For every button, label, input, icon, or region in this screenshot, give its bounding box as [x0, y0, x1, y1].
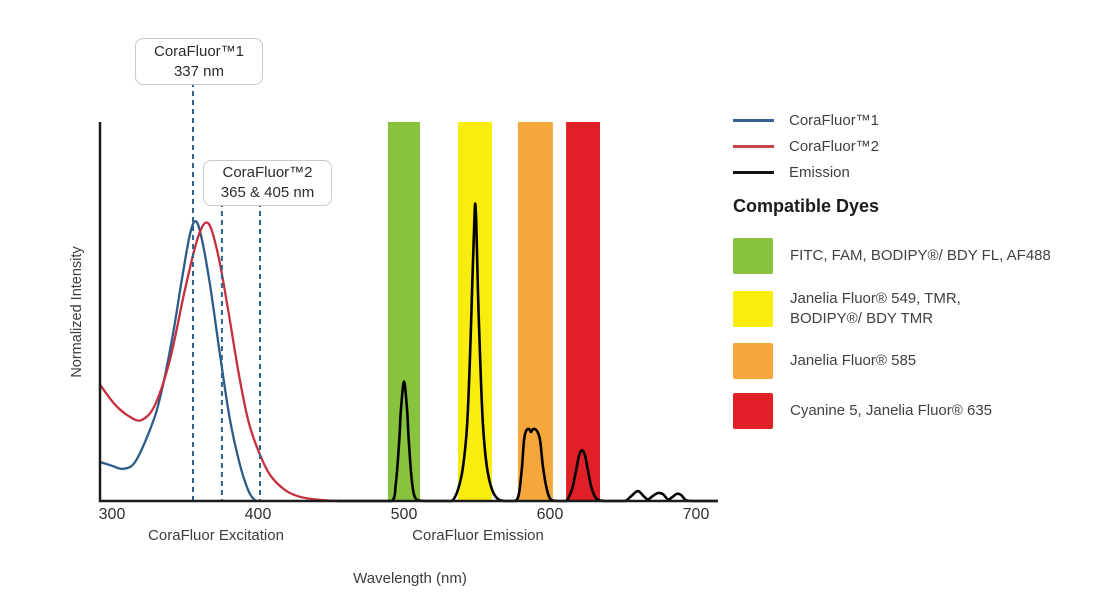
- excitation-region-label: CoraFluor Excitation: [148, 527, 284, 544]
- x-axis-label: Wavelength (nm): [353, 570, 467, 587]
- legend-label: CoraFluor™2: [789, 137, 880, 155]
- legend-item-corafluor1: CoraFluor™1: [733, 107, 879, 133]
- legend-label: CoraFluor™1: [789, 111, 880, 129]
- compatible-dyes-panel: Compatible Dyes FITC, FAM, BODIPY®/ BDY …: [733, 196, 1093, 429]
- dye-row-green: FITC, FAM, BODIPY®/ BDY FL, AF488: [733, 238, 1051, 274]
- dye-label: Janelia Fluor® 585: [790, 352, 917, 369]
- dye-band: [458, 122, 492, 501]
- dye-row-yellow: Janelia Fluor® 549, TMR, BODIPY®/ BDY TM…: [733, 289, 961, 329]
- chart-axes: [98, 122, 718, 503]
- dye-label: Cyanine 5, Janelia Fluor® 635: [790, 402, 993, 419]
- legend-item-emission: Emission: [733, 159, 879, 185]
- x-tick-label: 700: [682, 506, 710, 523]
- dye-label: FITC, FAM, BODIPY®/ BDY FL, AF488: [790, 247, 1051, 264]
- emission-line-swatch: [733, 170, 774, 174]
- annotation-corafluor1: CoraFluor™1 337 nm: [135, 38, 263, 85]
- x-tick-label: 600: [536, 506, 564, 523]
- dye-band: [387, 122, 420, 501]
- orange-dye-swatch: [733, 343, 773, 379]
- spectra-chart: [98, 82, 718, 503]
- corafluor2-line-swatch: [733, 144, 774, 148]
- excitation-curve: [98, 220, 260, 503]
- yellow-dye-swatch: [733, 291, 773, 327]
- compatible-dyes-title: Compatible Dyes: [733, 196, 880, 216]
- dye-band: [566, 122, 600, 501]
- excitation-curve: [98, 221, 342, 503]
- emission-region-label: CoraFluor Emission: [412, 527, 544, 544]
- dye-row-red: Cyanine 5, Janelia Fluor® 635: [733, 393, 992, 429]
- x-tick-label: 400: [244, 506, 272, 523]
- dye-label: Janelia Fluor® 549, TMR, BODIPY®/ BDY TM…: [790, 290, 961, 327]
- legend-label: Emission: [789, 163, 850, 181]
- red-dye-swatch: [733, 393, 773, 429]
- corafluor1-line-swatch: [733, 118, 774, 122]
- legend-item-corafluor2: CoraFluor™2: [733, 133, 879, 159]
- x-tick-label: 300: [98, 506, 126, 523]
- y-axis-label: Normalized Intensity: [69, 246, 85, 378]
- x-tick-label: 500: [390, 506, 418, 523]
- green-dye-swatch: [733, 238, 773, 274]
- legend: CoraFluor™1 CoraFluor™2 Emission: [733, 107, 879, 185]
- annotation-corafluor2: CoraFluor™2 365 & 405 nm: [203, 160, 332, 206]
- dye-row-orange: Janelia Fluor® 585: [733, 343, 916, 379]
